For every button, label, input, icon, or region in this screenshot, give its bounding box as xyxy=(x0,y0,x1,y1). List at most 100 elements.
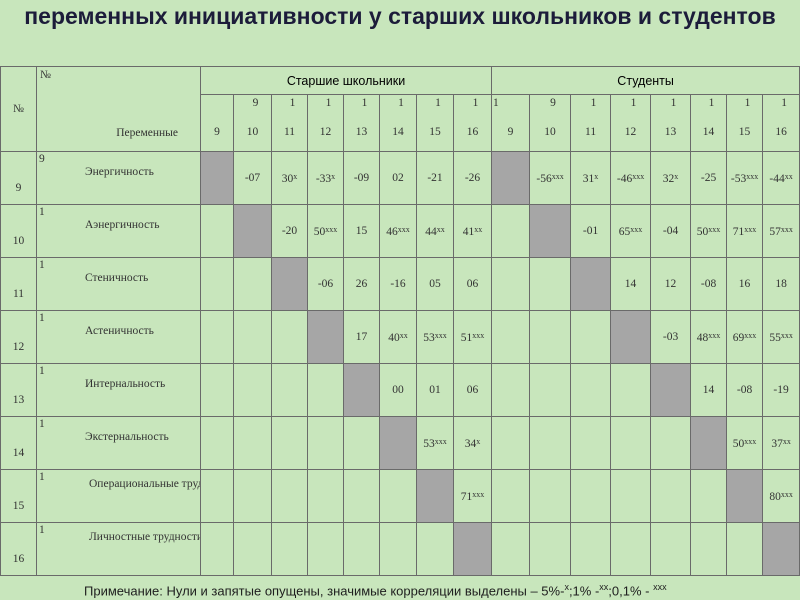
correlation-cell: 00 xyxy=(379,363,417,417)
correlation-cell: 02 xyxy=(379,151,417,205)
significance-mark: ххх xyxy=(746,171,759,181)
diagonal-cell xyxy=(529,204,572,258)
correlation-cell: 50ххх xyxy=(690,204,728,258)
column-header-top: 1 xyxy=(435,97,441,109)
significance-mark: хх xyxy=(436,224,445,234)
correlation-cell: -07 xyxy=(233,151,272,205)
empty-cell xyxy=(379,469,417,523)
column-header-top: 1 xyxy=(472,97,479,109)
empty-cell xyxy=(491,363,531,417)
correlation-cell: 46ххх xyxy=(379,204,417,258)
correlation-value: 53 xyxy=(423,437,435,450)
correlation-cell: 05 xyxy=(416,257,454,311)
row-index-label: 9 xyxy=(15,182,22,194)
empty-cell xyxy=(491,522,531,576)
empty-cell xyxy=(529,257,572,311)
correlation-cell: -19 xyxy=(762,363,800,417)
correlation-value: 46 xyxy=(386,225,398,238)
correlation-value: 71 xyxy=(732,225,745,238)
row-index: 11 xyxy=(0,257,37,311)
variable-name: Личностные трудности xyxy=(89,531,201,543)
correlation-value: -08 xyxy=(700,278,717,290)
empty-cell xyxy=(491,257,531,311)
significance-mark: хх xyxy=(784,171,793,181)
significance-mark: х xyxy=(674,171,679,181)
significance-mark: ххх xyxy=(630,224,643,234)
correlation-cell: -08 xyxy=(690,257,728,311)
correlation-value: 26 xyxy=(355,278,368,290)
correlation-cell: 01 xyxy=(416,363,454,417)
significance-mark: ххх xyxy=(434,330,447,340)
column-header-students-4: 1 13 xyxy=(650,94,692,152)
column-header-top: 1 xyxy=(493,97,499,109)
correlation-value: -26 xyxy=(464,172,481,184)
column-header-number: 14 xyxy=(702,126,715,138)
column-header-seniors-7: 1 16 xyxy=(452,94,493,152)
correlation-value: 48 xyxy=(696,331,709,344)
variable-digit: 1 xyxy=(39,524,45,536)
column-header-number: 11 xyxy=(585,126,597,138)
column-header-seniors-2: 1 11 xyxy=(271,94,308,152)
correlation-value: 71 xyxy=(460,490,473,503)
correlation-value: -21 xyxy=(427,172,443,184)
correlation-cell: 34х xyxy=(452,416,493,470)
significance-mark: ххх xyxy=(632,171,645,181)
correlation-value: -08 xyxy=(736,384,753,396)
row-index-label: 11 xyxy=(12,288,25,300)
correlation-cell: -33х xyxy=(307,151,344,205)
correlation-cell: 12 xyxy=(650,257,692,311)
variable-digit: 1 xyxy=(39,471,45,483)
diagonal-cell xyxy=(233,204,272,258)
correlation-value: 57 xyxy=(769,225,781,238)
empty-cell xyxy=(570,310,612,364)
variable-cell: 1 Стеничность xyxy=(36,257,201,311)
empty-cell xyxy=(690,469,728,523)
correlation-value: 05 xyxy=(429,278,441,290)
empty-cell xyxy=(726,522,764,576)
column-header-top: 1 xyxy=(781,97,787,109)
correlation-cell: 30х xyxy=(271,151,308,205)
empty-cell xyxy=(529,416,572,470)
correlation-value: 50 xyxy=(732,437,745,450)
significance-mark: ххх xyxy=(325,224,338,234)
correlation-cell: 14 xyxy=(610,257,652,311)
empty-cell xyxy=(610,469,652,523)
variable-digit: 1 xyxy=(39,312,45,324)
correlation-cell: 06 xyxy=(452,363,493,417)
correlation-cell: 51ххх xyxy=(452,310,493,364)
table-row: 13 1 Интернальность 00 01 06 14 -08 -19 xyxy=(0,363,800,417)
correlation-value: 02 xyxy=(392,172,404,184)
column-header-top: 1 xyxy=(398,97,404,109)
variable-cell: 1 Аэнергичность xyxy=(36,204,201,258)
correlation-cell: 16 xyxy=(726,257,764,311)
correlation-cell: 18 xyxy=(762,257,800,311)
empty-cell xyxy=(610,363,652,417)
correlation-cell: 80ххх xyxy=(762,469,800,523)
correlation-cell: -26 xyxy=(452,151,493,205)
page-title: переменных инициативности у старших школ… xyxy=(24,3,776,29)
column-header-number: 9 xyxy=(214,126,220,138)
variable-name: Астеничность xyxy=(85,325,154,337)
correlation-cell: 06 xyxy=(452,257,493,311)
significance-mark: ххх xyxy=(397,224,410,234)
row-index: 9 xyxy=(0,151,37,205)
correlation-value: -33 xyxy=(315,172,332,185)
variable-cell: 1 Интернальность xyxy=(36,363,201,417)
variable-name: Аэнергичность xyxy=(85,219,160,231)
row-index: 15 xyxy=(0,469,37,523)
variable-digit: 1 xyxy=(39,206,45,218)
variable-digit: 1 xyxy=(39,259,45,271)
correlation-cell: 55ххх xyxy=(762,310,800,364)
significance-mark: ххх xyxy=(434,436,447,446)
correlation-cell: -44хх xyxy=(762,151,800,205)
variables-header-label: Переменные xyxy=(116,127,178,139)
empty-cell xyxy=(200,522,234,576)
diagonal-cell xyxy=(570,257,612,311)
correlation-value: -56 xyxy=(536,172,552,185)
column-header-top: 1 xyxy=(361,97,368,109)
correlation-value: 17 xyxy=(355,331,368,343)
correlation-cell: 37хх xyxy=(762,416,800,470)
significance-mark: ххх xyxy=(551,171,564,181)
column-header-seniors-0: 9 xyxy=(200,94,234,152)
